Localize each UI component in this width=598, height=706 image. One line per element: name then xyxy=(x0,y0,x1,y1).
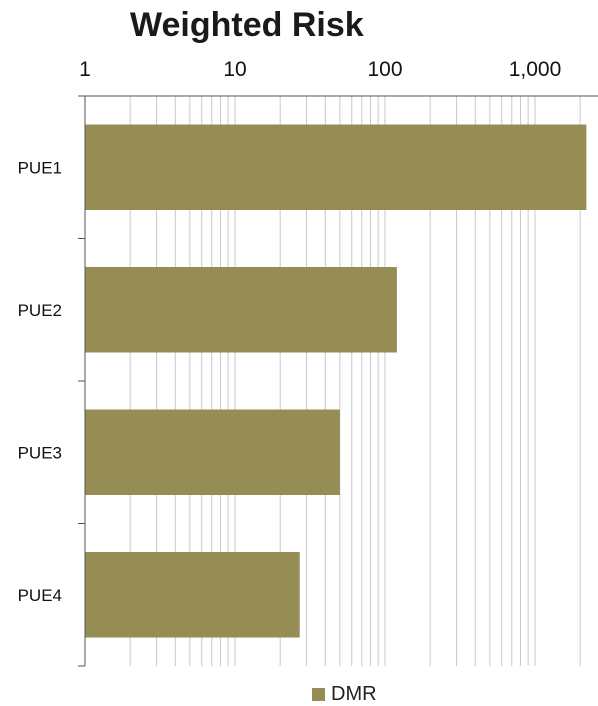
bar-pue3 xyxy=(85,409,340,495)
legend: DMR xyxy=(312,683,377,706)
chart-title: Weighted Risk xyxy=(130,6,364,44)
bar-pue2 xyxy=(85,267,397,353)
bar-pue1 xyxy=(85,124,587,210)
bar-pue4 xyxy=(85,552,300,638)
axes xyxy=(78,95,598,667)
labels: 1 10 100 1,000 PUE1 PUE2 PUE3 PUE4 xyxy=(18,58,562,605)
category-label: PUE4 xyxy=(18,586,62,605)
category-label: PUE3 xyxy=(18,443,62,462)
category-label: PUE2 xyxy=(18,301,62,320)
x-tick-label: 1 xyxy=(79,58,91,81)
category-label: PUE1 xyxy=(18,158,62,177)
x-tick-label: 100 xyxy=(367,58,402,81)
x-tick-label: 10 xyxy=(223,58,246,81)
legend-label: DMR xyxy=(331,683,377,705)
bars xyxy=(85,124,587,638)
x-tick-label: 1,000 xyxy=(509,58,562,81)
legend-swatch xyxy=(312,688,325,701)
